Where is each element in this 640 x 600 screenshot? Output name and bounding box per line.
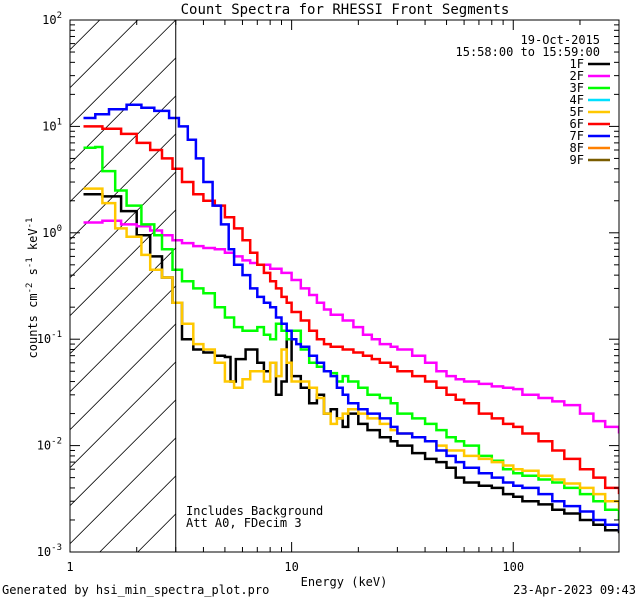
y-axis-label: counts cm-2 s-1 keV-1 [25, 218, 40, 359]
legend-label-7F: 7F [570, 129, 584, 143]
hatch-line [70, 437, 176, 545]
generation-timestamp: 23-Apr-2023 09:43 [513, 583, 636, 597]
hatch-line [70, 323, 176, 431]
annotation-attenuator: Att A0, FDecim 3 [186, 516, 302, 530]
y-tick-label: 10-2 [37, 437, 62, 453]
hatch-line [70, 209, 176, 317]
legend-label-3F: 3F [570, 81, 584, 95]
legend-label-1F: 1F [570, 57, 584, 71]
x-tick-label: 1 [66, 560, 73, 574]
annotation-background: Includes Background [186, 504, 323, 518]
series-line-7F [83, 103, 619, 531]
axes: 1 10 100 10-3 10-2 10-1 100 101 102 [37, 11, 620, 574]
x-axis-label: Energy (keV) [301, 575, 388, 589]
hatched-region [70, 20, 176, 552]
series-lines [83, 103, 619, 534]
series-line-2F [83, 219, 619, 434]
legend-label-6F: 6F [570, 117, 584, 131]
hatch-line [70, 399, 176, 507]
hatch-line [70, 285, 176, 393]
hatch-line [70, 247, 176, 355]
hatch-line [70, 361, 176, 469]
hatch-line [70, 57, 176, 165]
series-line-5F [83, 187, 619, 510]
series-line-3F [83, 145, 619, 520]
series-line-6F [83, 125, 619, 495]
legend-label-9F: 9F [570, 153, 584, 167]
hatch-line [137, 513, 176, 552]
y-tick-label: 10-1 [37, 330, 62, 346]
hatch-line [70, 20, 176, 127]
time-range-label: 15:58:00 to 15:59:00 [456, 45, 601, 59]
x-tick-label: 10 [284, 560, 298, 574]
hatch-line [70, 171, 176, 279]
y-tick-label: 100 [42, 224, 62, 240]
generated-by-footer: Generated by hsi_min_spectra_plot.pro [2, 583, 269, 597]
x-tick-label: 100 [502, 560, 524, 574]
plot-frame [69, 19, 620, 553]
hatch-line [70, 133, 176, 241]
legend-label-5F: 5F [570, 105, 584, 119]
legend-label-8F: 8F [570, 141, 584, 155]
series-line-1F [83, 193, 619, 534]
hatch-line [70, 95, 176, 203]
y-tick-label: 102 [42, 11, 62, 27]
chart-title: Count Spectra for RHESSI Front Segments [181, 2, 510, 18]
y-tick-label: 101 [42, 117, 62, 133]
legend-label-4F: 4F [570, 93, 584, 107]
y-tick-label: 10-3 [37, 543, 62, 559]
legend-label-2F: 2F [570, 69, 584, 83]
date-label: 19-Oct-2015 [521, 33, 600, 47]
